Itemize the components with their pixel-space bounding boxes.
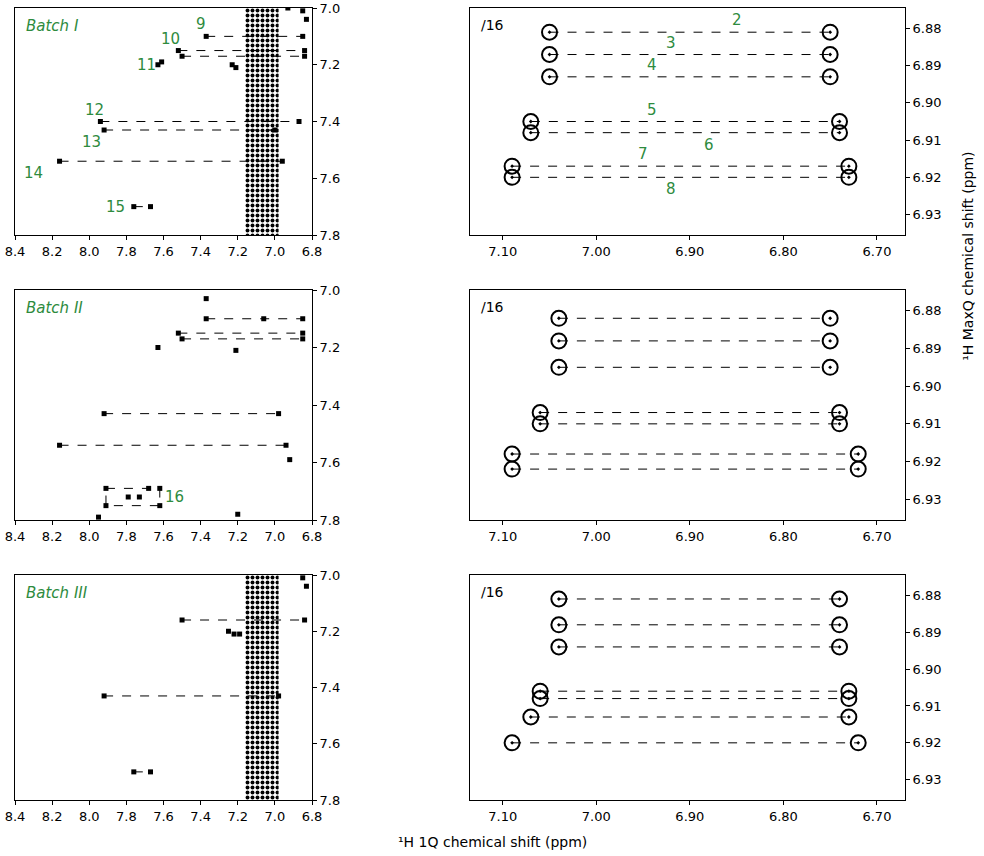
svg-text:6.80: 6.80 — [769, 529, 798, 544]
svg-text:7.8: 7.8 — [320, 793, 341, 808]
svg-text:6.90: 6.90 — [675, 529, 704, 544]
svg-text:7.4: 7.4 — [320, 398, 341, 413]
svg-text:15: 15 — [106, 198, 125, 216]
svg-text:7: 7 — [638, 145, 648, 163]
svg-text:13: 13 — [82, 133, 101, 151]
svg-text:7.4: 7.4 — [320, 680, 341, 695]
svg-text:/16: /16 — [481, 299, 504, 315]
svg-text:7.00: 7.00 — [582, 244, 611, 259]
svg-text:12: 12 — [85, 101, 104, 119]
svg-text:¹H 1Q chemical shift (ppm): ¹H 1Q chemical shift (ppm) — [398, 834, 587, 850]
svg-text:6.90: 6.90 — [675, 244, 704, 259]
svg-text:7.4: 7.4 — [190, 809, 211, 824]
svg-text:7.0: 7.0 — [265, 809, 286, 824]
svg-text:6.88: 6.88 — [913, 303, 942, 318]
svg-text:6.90: 6.90 — [913, 379, 942, 394]
svg-text:7.10: 7.10 — [488, 244, 517, 259]
svg-text:7.4: 7.4 — [320, 114, 341, 129]
svg-text:6: 6 — [704, 136, 714, 154]
svg-text:7.2: 7.2 — [227, 809, 248, 824]
svg-text:5: 5 — [647, 101, 657, 119]
svg-text:14: 14 — [24, 164, 43, 182]
svg-text:6.70: 6.70 — [862, 244, 891, 259]
svg-text:7.8: 7.8 — [320, 513, 341, 528]
svg-text:6.8: 6.8 — [302, 244, 323, 259]
svg-text:7.0: 7.0 — [265, 244, 286, 259]
svg-text:6.93: 6.93 — [913, 772, 942, 787]
svg-text:8: 8 — [666, 180, 676, 198]
svg-text:8.2: 8.2 — [42, 529, 63, 544]
svg-text:6.89: 6.89 — [913, 625, 942, 640]
svg-text:7.10: 7.10 — [488, 809, 517, 824]
svg-text:6.93: 6.93 — [913, 492, 942, 507]
svg-text:3: 3 — [666, 34, 676, 52]
svg-text:8.4: 8.4 — [5, 529, 26, 544]
svg-text:7.6: 7.6 — [153, 244, 174, 259]
svg-text:7.0: 7.0 — [320, 568, 341, 583]
svg-text:6.91: 6.91 — [913, 416, 942, 431]
svg-text:6.92: 6.92 — [913, 454, 942, 469]
svg-text:6.88: 6.88 — [913, 588, 942, 603]
svg-text:7.4: 7.4 — [190, 244, 211, 259]
svg-text:/16: /16 — [481, 17, 504, 33]
svg-text:7.10: 7.10 — [488, 529, 517, 544]
svg-text:7.6: 7.6 — [320, 171, 341, 186]
svg-text:/16: /16 — [481, 584, 504, 600]
svg-text:6.90: 6.90 — [913, 662, 942, 677]
svg-text:6.92: 6.92 — [913, 170, 942, 185]
svg-text:6.90: 6.90 — [913, 95, 942, 110]
svg-text:7.2: 7.2 — [320, 624, 341, 639]
svg-text:6.90: 6.90 — [675, 809, 704, 824]
svg-text:7.8: 7.8 — [320, 228, 341, 243]
svg-text:7.6: 7.6 — [320, 736, 341, 751]
svg-text:Batch II: Batch II — [26, 299, 83, 317]
svg-text:¹H MaxQ chemical shift (ppm): ¹H MaxQ chemical shift (ppm) — [960, 151, 976, 360]
svg-text:6.80: 6.80 — [769, 809, 798, 824]
svg-text:8.2: 8.2 — [42, 809, 63, 824]
svg-text:7.00: 7.00 — [582, 809, 611, 824]
svg-text:6.89: 6.89 — [913, 58, 942, 73]
svg-text:8.0: 8.0 — [79, 809, 100, 824]
svg-text:6.88: 6.88 — [913, 21, 942, 36]
svg-text:10: 10 — [161, 30, 180, 48]
svg-text:Batch III: Batch III — [26, 584, 88, 602]
svg-text:7.2: 7.2 — [320, 57, 341, 72]
svg-text:7.0: 7.0 — [265, 529, 286, 544]
svg-text:6.92: 6.92 — [913, 735, 942, 750]
svg-text:7.2: 7.2 — [227, 529, 248, 544]
svg-text:7.0: 7.0 — [320, 1, 341, 16]
svg-text:7.2: 7.2 — [227, 244, 248, 259]
svg-text:4: 4 — [647, 56, 657, 74]
svg-text:16: 16 — [165, 488, 184, 506]
svg-text:Batch I: Batch I — [26, 17, 79, 35]
svg-text:6.89: 6.89 — [913, 341, 942, 356]
svg-text:7.2: 7.2 — [320, 340, 341, 355]
svg-text:8.4: 8.4 — [5, 244, 26, 259]
svg-text:8.2: 8.2 — [42, 244, 63, 259]
svg-text:7.6: 7.6 — [153, 809, 174, 824]
svg-text:7.6: 7.6 — [153, 529, 174, 544]
svg-text:6.91: 6.91 — [913, 133, 942, 148]
svg-text:6.8: 6.8 — [302, 529, 323, 544]
svg-text:7.8: 7.8 — [116, 529, 137, 544]
svg-text:7.8: 7.8 — [116, 809, 137, 824]
svg-text:11: 11 — [137, 56, 156, 74]
svg-text:6.80: 6.80 — [769, 244, 798, 259]
svg-text:6.70: 6.70 — [862, 529, 891, 544]
svg-text:9: 9 — [196, 15, 206, 33]
svg-text:2: 2 — [732, 11, 742, 29]
svg-text:7.8: 7.8 — [116, 244, 137, 259]
svg-text:6.91: 6.91 — [913, 698, 942, 713]
svg-text:7.00: 7.00 — [582, 529, 611, 544]
svg-text:8.0: 8.0 — [79, 244, 100, 259]
svg-text:8.0: 8.0 — [79, 529, 100, 544]
svg-text:8.4: 8.4 — [5, 809, 26, 824]
svg-text:6.93: 6.93 — [913, 207, 942, 222]
svg-text:7.6: 7.6 — [320, 455, 341, 470]
svg-text:7.4: 7.4 — [190, 529, 211, 544]
svg-text:6.70: 6.70 — [862, 809, 891, 824]
svg-text:7.0: 7.0 — [320, 283, 341, 298]
svg-text:6.8: 6.8 — [302, 809, 323, 824]
